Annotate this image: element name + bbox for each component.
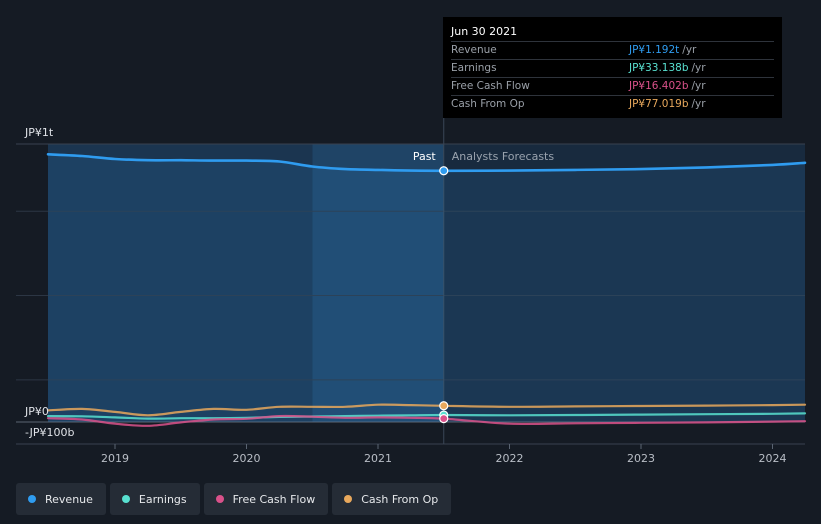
legend: Revenue Earnings Free Cash Flow Cash Fro… xyxy=(16,483,452,515)
tooltip: Jun 30 2021 Revenue JP¥1.192t/yr Earning… xyxy=(443,17,782,118)
free-cash-flow-line xyxy=(46,414,807,427)
x-tick-label: 2019 xyxy=(101,452,129,465)
x-tick-label: 2024 xyxy=(759,452,787,465)
tooltip-label: Earnings xyxy=(451,62,497,74)
tooltip-value-text: JP¥77.019b xyxy=(629,98,689,110)
tooltip-row-revenue: Revenue JP¥1.192t/yr xyxy=(451,41,774,59)
y-tick-label: JP¥0 xyxy=(24,405,49,418)
tooltip-unit: /yr xyxy=(691,80,706,92)
free-cash-flow-dot-icon xyxy=(215,495,224,503)
forecast-region xyxy=(443,144,805,422)
revenue-marker xyxy=(439,166,449,176)
tooltip-unit: /yr xyxy=(682,44,697,56)
legend-label: Revenue xyxy=(45,492,93,506)
tooltip-label: Free Cash Flow xyxy=(451,80,530,92)
legend-label: Free Cash Flow xyxy=(232,492,316,506)
tooltip-value: JP¥33.138b/yr xyxy=(629,60,706,77)
tooltip-value-text: JP¥16.402b xyxy=(629,80,689,92)
cash-from-op-dot-icon xyxy=(344,495,353,503)
tooltip-unit: /yr xyxy=(691,62,706,74)
x-tick-label: 2022 xyxy=(496,452,524,465)
x-tick-label: 2020 xyxy=(233,452,261,465)
tooltip-value: JP¥1.192t/yr xyxy=(629,42,696,59)
legend-item-cash-from-op[interactable]: Cash From Op xyxy=(332,483,452,515)
tooltip-label: Revenue xyxy=(451,44,497,56)
cash-from-op-line xyxy=(46,403,807,417)
revenue-line xyxy=(46,153,807,173)
forecast-label: Analysts Forecasts xyxy=(452,150,555,163)
x-tick-label: 2021 xyxy=(364,452,392,465)
x-tick-label: 2023 xyxy=(627,452,655,465)
tooltip-value-text: JP¥1.192t xyxy=(629,44,680,56)
y-tick-label: JP¥1t xyxy=(24,126,54,139)
revenue-area xyxy=(48,154,805,423)
past-label: Past xyxy=(413,150,437,163)
earnings-line xyxy=(46,412,807,420)
highlight-region xyxy=(312,144,444,422)
free-cash-flow-marker xyxy=(439,414,449,424)
revenue-dot-icon xyxy=(28,495,36,503)
y-tick-label: -JP¥100b xyxy=(25,426,74,439)
tooltip-row-cash-from-op: Cash From Op JP¥77.019b/yr xyxy=(451,95,774,113)
past-region xyxy=(48,144,313,422)
tooltip-date: Jun 30 2021 xyxy=(451,25,518,38)
tooltip-value: JP¥77.019b/yr xyxy=(629,96,706,113)
tooltip-label: Cash From Op xyxy=(451,98,525,110)
earnings-dot-icon xyxy=(121,495,130,503)
legend-label: Cash From Op xyxy=(361,492,439,506)
legend-item-revenue[interactable]: Revenue xyxy=(16,483,106,515)
legend-item-earnings[interactable]: Earnings xyxy=(109,483,200,515)
tooltip-value-text: JP¥33.138b xyxy=(629,62,689,74)
legend-item-free-cash-flow[interactable]: Free Cash Flow xyxy=(203,483,329,515)
legend-label: Earnings xyxy=(138,492,187,506)
cash-from-op-marker xyxy=(439,401,449,411)
tooltip-value: JP¥16.402b/yr xyxy=(629,78,706,95)
tooltip-row-free-cash-flow: Free Cash Flow JP¥16.402b/yr xyxy=(451,77,774,95)
tooltip-unit: /yr xyxy=(691,98,706,110)
tooltip-row-earnings: Earnings JP¥33.138b/yr xyxy=(451,59,774,77)
